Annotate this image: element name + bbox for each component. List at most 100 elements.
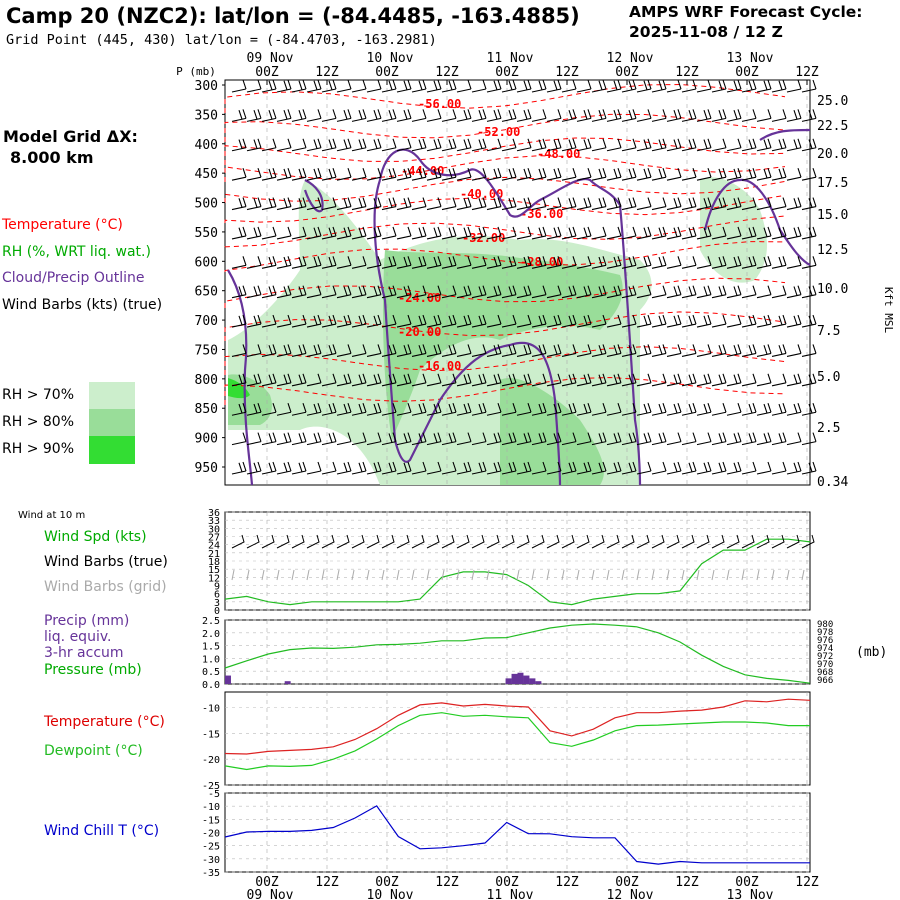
wind-barb xyxy=(471,344,487,357)
wind-barb xyxy=(711,314,727,328)
wind-barb xyxy=(531,285,547,299)
grid-wind-barb xyxy=(576,569,580,581)
grid-wind-barb xyxy=(486,569,490,581)
wind-barb xyxy=(576,403,592,416)
wind10m-ytick: 21 xyxy=(208,549,220,560)
wind-barb xyxy=(726,403,742,416)
wind-barb xyxy=(726,138,742,152)
wind-barb xyxy=(681,403,697,416)
wind-barb xyxy=(336,344,352,357)
wind-barb xyxy=(276,314,292,328)
wind-barb xyxy=(651,167,667,181)
wind-barb xyxy=(396,226,412,240)
surface-wind-barb xyxy=(261,534,275,549)
wind-barb xyxy=(261,344,277,357)
pressure-ytick: 980 xyxy=(817,620,833,630)
wind-barb xyxy=(411,432,427,446)
wind-barb xyxy=(786,373,802,387)
wind-barb xyxy=(786,432,802,446)
wind-barb xyxy=(741,256,757,269)
wind-barb xyxy=(456,109,472,122)
wind-barb xyxy=(786,109,802,122)
windchill-ytick: -35 xyxy=(202,868,220,879)
forecast-cycle-label: AMPS WRF Forecast Cycle: xyxy=(629,3,863,21)
wind-barb xyxy=(426,432,442,446)
wind-barb xyxy=(351,256,367,269)
grid-spacing-value: 8.000 km xyxy=(10,148,94,167)
wind-barb xyxy=(621,79,637,93)
temperature-contour-11 xyxy=(224,376,786,405)
wind-barb xyxy=(291,314,307,328)
grid-wind-barb xyxy=(366,569,370,581)
legend-dewpoint: Dewpoint (°C) xyxy=(44,743,143,759)
wind-barb xyxy=(456,256,472,269)
precip-ytick: 2.0 xyxy=(202,629,220,640)
wind-barb xyxy=(516,373,532,387)
wind-barb xyxy=(396,256,412,269)
wind-barb xyxy=(261,285,277,299)
grid-wind-barb xyxy=(246,569,250,581)
wind-barb xyxy=(351,461,367,475)
wind-barb xyxy=(636,109,652,122)
surface-wind-barb xyxy=(576,534,590,549)
wind-barb xyxy=(561,197,577,211)
wind-barb xyxy=(636,344,652,357)
wind-barb xyxy=(501,373,517,387)
wind-barb xyxy=(561,461,577,475)
surface-wind-barb xyxy=(651,534,665,549)
grid-wind-barb xyxy=(291,569,295,581)
wind-barb xyxy=(471,285,487,299)
legend-rh80-swatch xyxy=(89,409,135,436)
pressure-ytick: 978 xyxy=(817,628,833,638)
wind-barb xyxy=(786,197,802,211)
wind-barb xyxy=(441,197,457,211)
wind-barb xyxy=(321,314,337,328)
wind-barb xyxy=(411,403,427,416)
surface-wind-barb xyxy=(321,534,335,549)
wind-barb xyxy=(366,167,382,181)
surface-wind-barb xyxy=(666,534,680,549)
wind-barb xyxy=(426,344,442,357)
wind-barb xyxy=(411,256,427,269)
wind-barb xyxy=(456,197,472,211)
wind-barb xyxy=(711,461,727,475)
wind-barb xyxy=(441,138,457,152)
wind-barb xyxy=(531,314,547,328)
wind-barb xyxy=(516,461,532,475)
wind-barb xyxy=(306,256,322,269)
wind-barb xyxy=(786,167,802,181)
wind-barb xyxy=(576,167,592,181)
wind-barb xyxy=(336,167,352,181)
wind-barb xyxy=(291,79,307,93)
wind-barb xyxy=(366,197,382,211)
wind-barb xyxy=(726,79,742,93)
wind-barb xyxy=(246,373,262,387)
windchill-ytick: -30 xyxy=(202,855,220,866)
wind-barb xyxy=(411,79,427,93)
wind-barb xyxy=(771,256,787,269)
wind-barb xyxy=(336,285,352,299)
top-time-label: 12Z xyxy=(795,65,819,80)
pressure-unit-label: (mb) xyxy=(856,645,887,660)
wind-barb xyxy=(261,138,277,152)
wind-barb xyxy=(471,461,487,475)
wind-barb xyxy=(591,167,607,181)
pressure-tick-label: 400 xyxy=(195,138,218,153)
grid-wind-barb xyxy=(801,569,805,581)
wind-barb xyxy=(576,285,592,299)
temperature-contour-label: -56.00 xyxy=(418,97,461,111)
temperature-contour-6 xyxy=(224,215,786,248)
wind-barb xyxy=(246,167,262,181)
wind-barb xyxy=(696,138,712,152)
wind-barb xyxy=(246,197,262,211)
surface-wind-barb xyxy=(246,534,260,549)
wind-barb xyxy=(531,79,547,93)
wind-barb xyxy=(801,138,817,152)
wind10m-ytick: 18 xyxy=(208,557,220,568)
legend-precip-accum: 3-hr accum xyxy=(44,645,124,661)
wind-barb xyxy=(276,79,292,93)
wind-barb xyxy=(276,373,292,387)
wind-barb xyxy=(501,285,517,299)
wind-barb xyxy=(336,226,352,240)
wind-barb xyxy=(411,226,427,240)
